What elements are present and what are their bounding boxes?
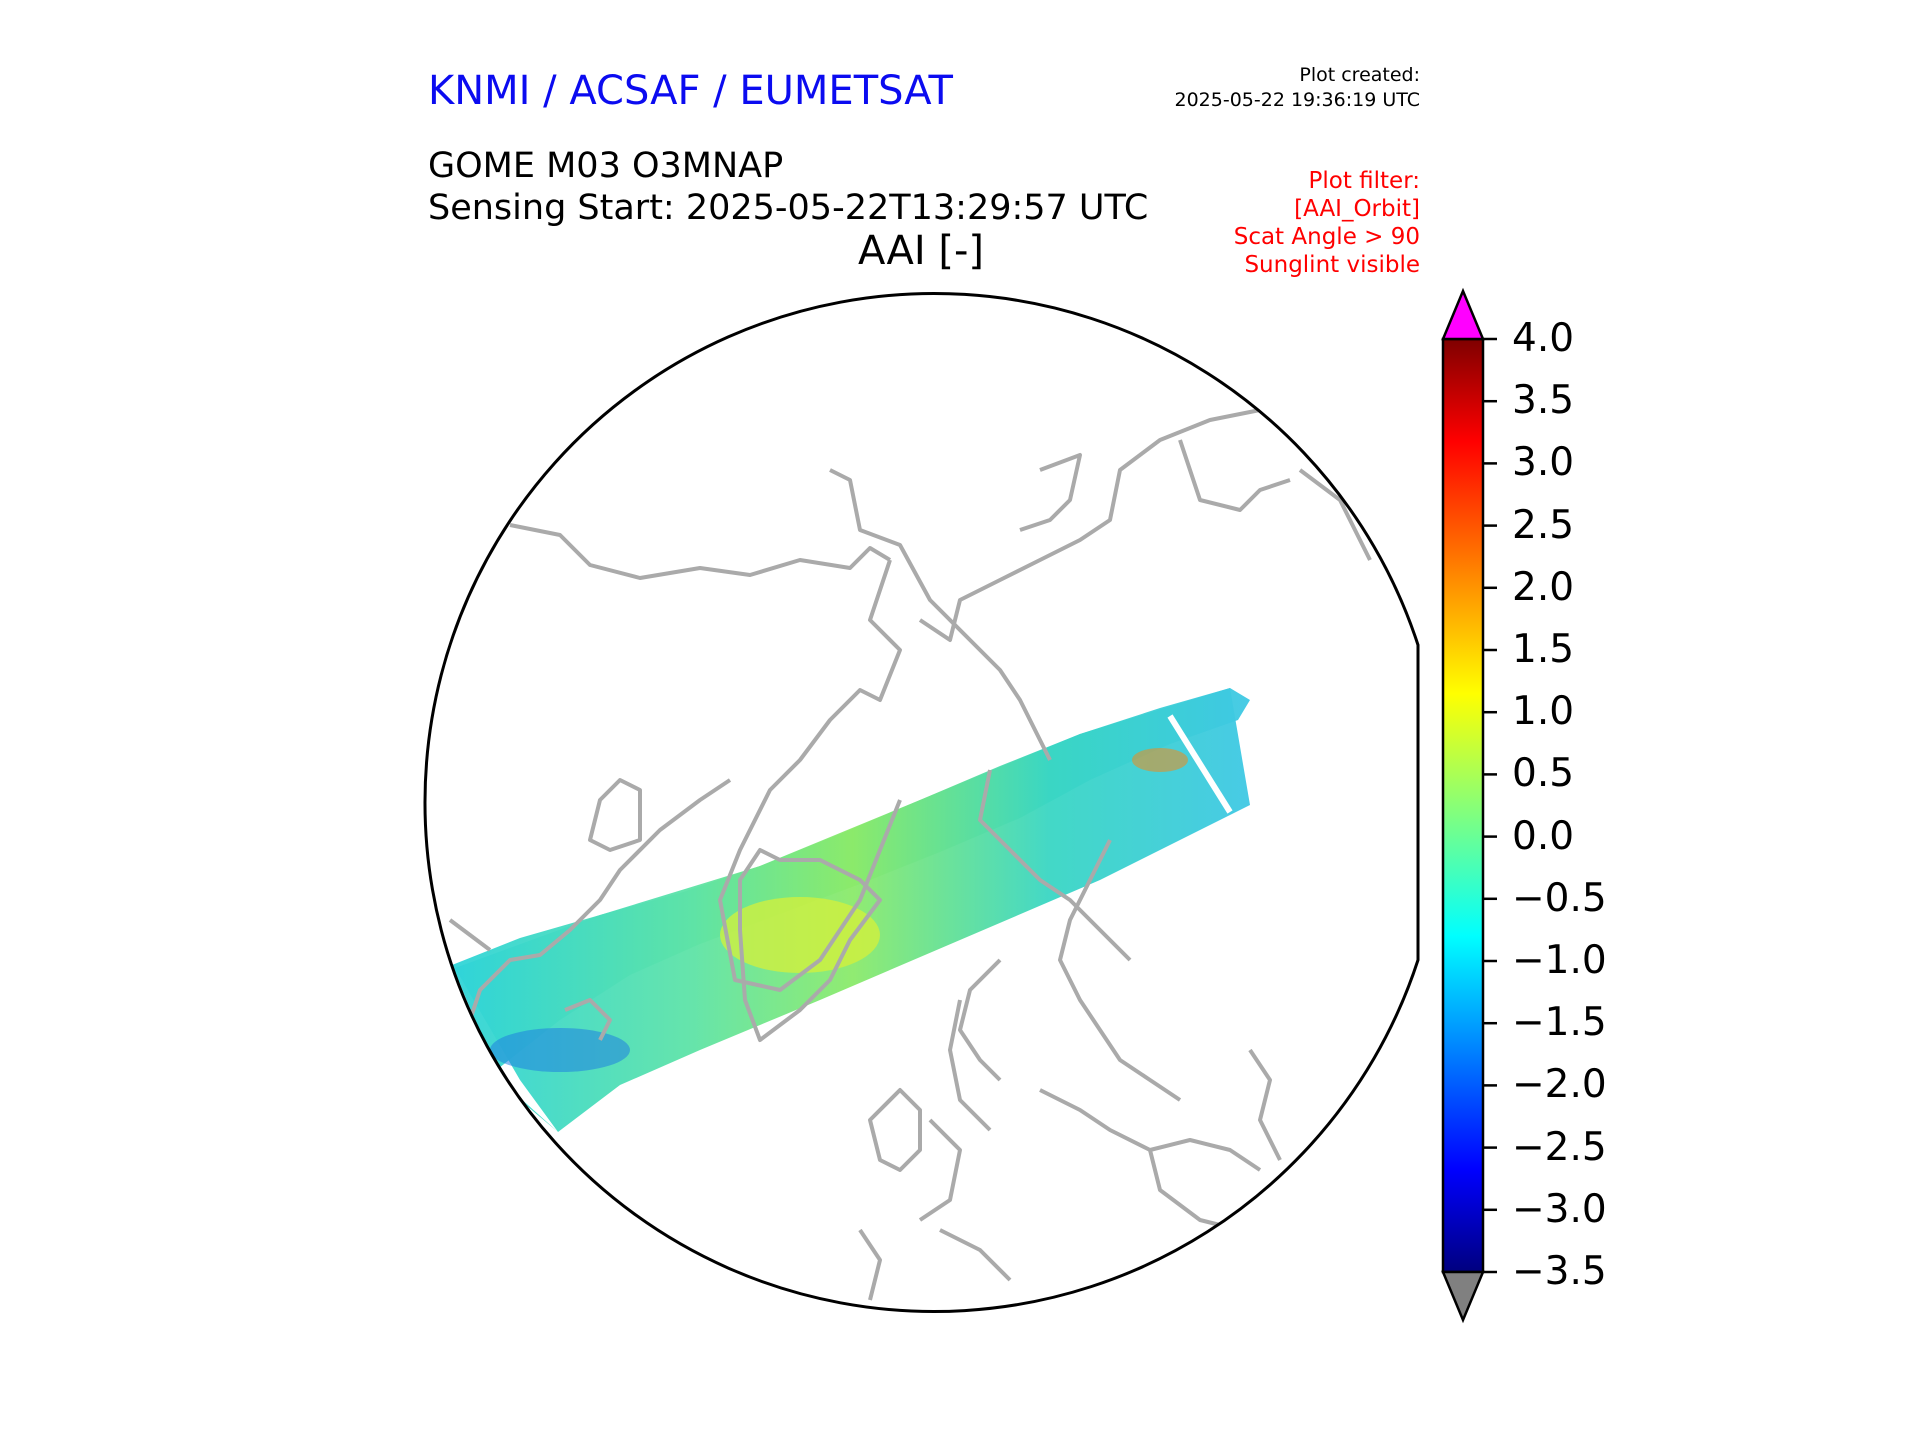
coastlines <box>448 408 1372 1301</box>
colorbar-tick-label: 0.5 <box>1512 751 1575 797</box>
colorbar-tick-label: −0.5 <box>1512 875 1607 921</box>
colorbar-extend-max <box>1441 287 1485 341</box>
colorbar-tick-label: 3.0 <box>1512 440 1575 486</box>
swath-gap <box>1167 714 1233 814</box>
globe-boundary <box>423 292 1420 1313</box>
colorbar-tick-label: −1.0 <box>1512 938 1607 983</box>
colorbar-tick-label: 1.5 <box>1512 627 1575 672</box>
plot-filter-heading: Plot filter: <box>1308 168 1420 194</box>
product-name: GOME M03 O3MNAP <box>428 146 784 186</box>
map-area <box>448 408 1372 1301</box>
plot-filter-item: Scat Angle > 90 <box>1233 224 1420 250</box>
plot-filter-item: Sunglint visible <box>1244 252 1420 278</box>
agency-title: KNMI / ACSAF / EUMETSAT <box>428 68 953 114</box>
colorbar-tick-label: 2.5 <box>1512 502 1575 548</box>
plot-created-value: 2025-05-22 19:36:19 UTC <box>1174 89 1421 111</box>
high-aai-patch <box>1132 748 1188 772</box>
plot-filter-item: [AAI_Orbit] <box>1294 196 1420 222</box>
colorbar-tick-label: −2.5 <box>1512 1124 1607 1170</box>
low-aai-patch <box>490 1028 630 1072</box>
colorbar-tick-label: 4.0 <box>1512 316 1575 361</box>
map-title: AAI [-] <box>858 228 984 274</box>
colorbar-tick-label: −2.0 <box>1512 1062 1607 1108</box>
plot-created-label: Plot created: <box>1299 64 1420 86</box>
colorbar-tick-label: −1.5 <box>1512 1000 1607 1046</box>
colorbar-body <box>1441 337 1485 1274</box>
colorbar-tick-label: 0.0 <box>1512 813 1575 859</box>
sensing-start: Sensing Start: 2025-05-22T13:29:57 UTC <box>428 188 1149 228</box>
colorbar-extend-min <box>1441 1270 1485 1324</box>
colorbar-tick-label: 2.0 <box>1512 564 1575 610</box>
colorbar-tick-label: −3.5 <box>1512 1249 1607 1294</box>
greenland-high-aai <box>720 897 880 973</box>
colorbar-tick-label: −3.0 <box>1512 1186 1607 1232</box>
colorbar-ticks <box>1483 337 1497 1274</box>
colorbar-tick-label: 3.5 <box>1512 378 1575 424</box>
colorbar-tick-label: 1.0 <box>1512 689 1575 735</box>
